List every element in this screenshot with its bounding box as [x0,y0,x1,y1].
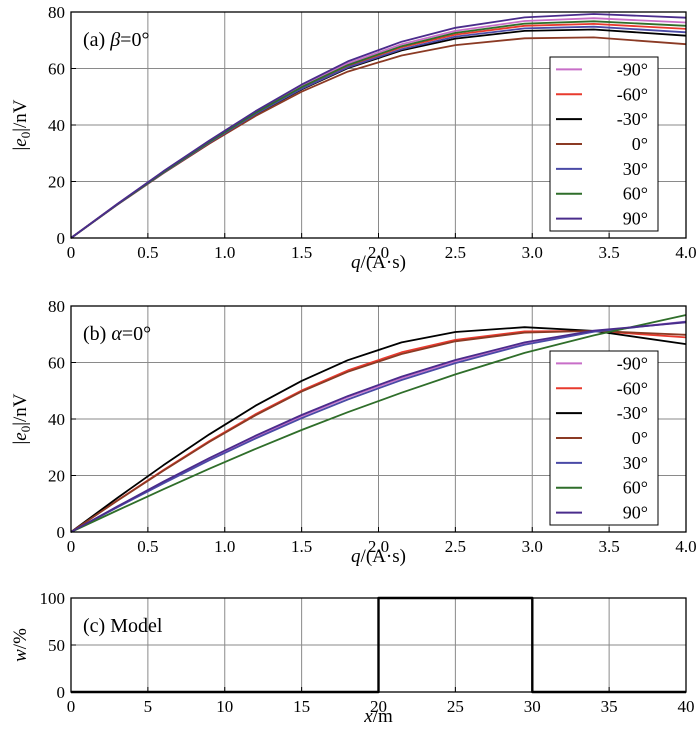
panel-b: 0 0.5 1.0 1.5 2.0 2.5 3.0 3.5 4.0 0 20 40 60 80 q/(A·s… [10,297,697,567]
legend-label: -60° [617,378,648,398]
x-tick-label: 25 [447,697,464,716]
x-tick-label: 10 [216,697,233,716]
x-tick-label: 2.5 [445,537,466,556]
panel-c: 0 5 10 15 20 25 30 35 40 0 50 100 x/m w/% (c) Model [10,589,695,727]
y-tick-label: 60 [48,354,65,373]
legend-label: -60° [617,84,648,104]
x-tick-label: 2.0 [368,537,389,556]
x-tick-label: 3.5 [599,243,620,262]
legend-label: -30° [617,403,648,423]
legend: -90° -60° -30° 0° 30° 60° 90° [549,56,659,232]
series-line-30deg [70,320,687,533]
x-tick-label: 0.5 [137,243,158,262]
y-tick-label: 40 [48,116,65,135]
x-tick-label: 3.5 [599,537,620,556]
y-tick-label: 20 [48,173,65,192]
x-tick-label: 2.5 [445,243,466,262]
x-tick-label: 15 [293,697,310,716]
panel-title: (b) α=0° [83,323,151,345]
x-tick-label: 1.0 [214,537,235,556]
y-tick-label: 0 [57,523,66,542]
y-tick-label: 60 [48,60,65,79]
x-tick-label: 3.0 [522,243,543,262]
series-line-60deg [70,314,687,533]
y-axis-label: |e0|/nV [10,393,33,444]
legend-label: 0° [632,134,648,154]
x-tick-label: 20 [370,697,387,716]
panel-a: 0 0.5 1.0 1.5 2.0 2.5 3.0 3.5 4.0 0 20 40 60 80 q/(A·s… [10,3,697,273]
legend-label: -30° [617,109,648,129]
x-tick-label: 35 [601,697,618,716]
y-tick-label: 100 [40,589,66,608]
legend-label: 60° [623,184,648,204]
x-axis-label: q/(A·s) [351,252,406,273]
x-tick-label: 5 [144,697,153,716]
y-tick-label: 50 [48,636,65,655]
legend-label: 30° [623,159,648,179]
y-tick-label: 20 [48,467,65,486]
y-tick-label: 80 [48,297,65,316]
series-line-90deg [70,321,687,533]
x-tick-label: 3.0 [522,537,543,556]
x-tick-label: 4.0 [675,243,696,262]
legend-label: 30° [623,453,648,473]
series-line--30deg [70,326,687,533]
x-tick-label: 30 [524,697,541,716]
y-tick-label: 80 [48,3,65,22]
series-line-90deg [70,13,687,239]
series-line-0deg [70,329,687,533]
legend-label: -90° [617,59,648,79]
y-axis-label: w/% [10,628,31,662]
x-tick-label: 1.5 [291,537,312,556]
legend-label: 60° [623,478,648,498]
legend-label: 0° [632,428,648,448]
panel-title: (c) Model [83,615,163,637]
panel-title: (a) β=0° [83,29,149,51]
y-tick-label: 0 [57,229,66,248]
x-tick-label: 0 [67,243,76,262]
x-axis-label: x/m [363,706,393,727]
x-tick-label: 2.0 [368,243,389,262]
y-axis-label: |e0|/nV [10,99,33,150]
x-tick-label: 0 [67,697,76,716]
y-tick-label: 40 [48,410,65,429]
legend: -90° -60° -30° 0° 30° 60° 90° [549,350,659,526]
x-tick-label: 4.0 [675,537,696,556]
x-tick-label: 1.5 [291,243,312,262]
x-tick-label: 0 [67,537,76,556]
legend-label: 90° [623,503,648,523]
x-tick-label: 0.5 [137,537,158,556]
legend-label: 90° [623,209,648,229]
legend-label: -90° [617,353,648,373]
x-tick-label: 40 [678,697,695,716]
y-tick-label: 0 [57,683,66,702]
x-axis-label: q/(A·s) [351,546,406,567]
x-tick-label: 1.0 [214,243,235,262]
